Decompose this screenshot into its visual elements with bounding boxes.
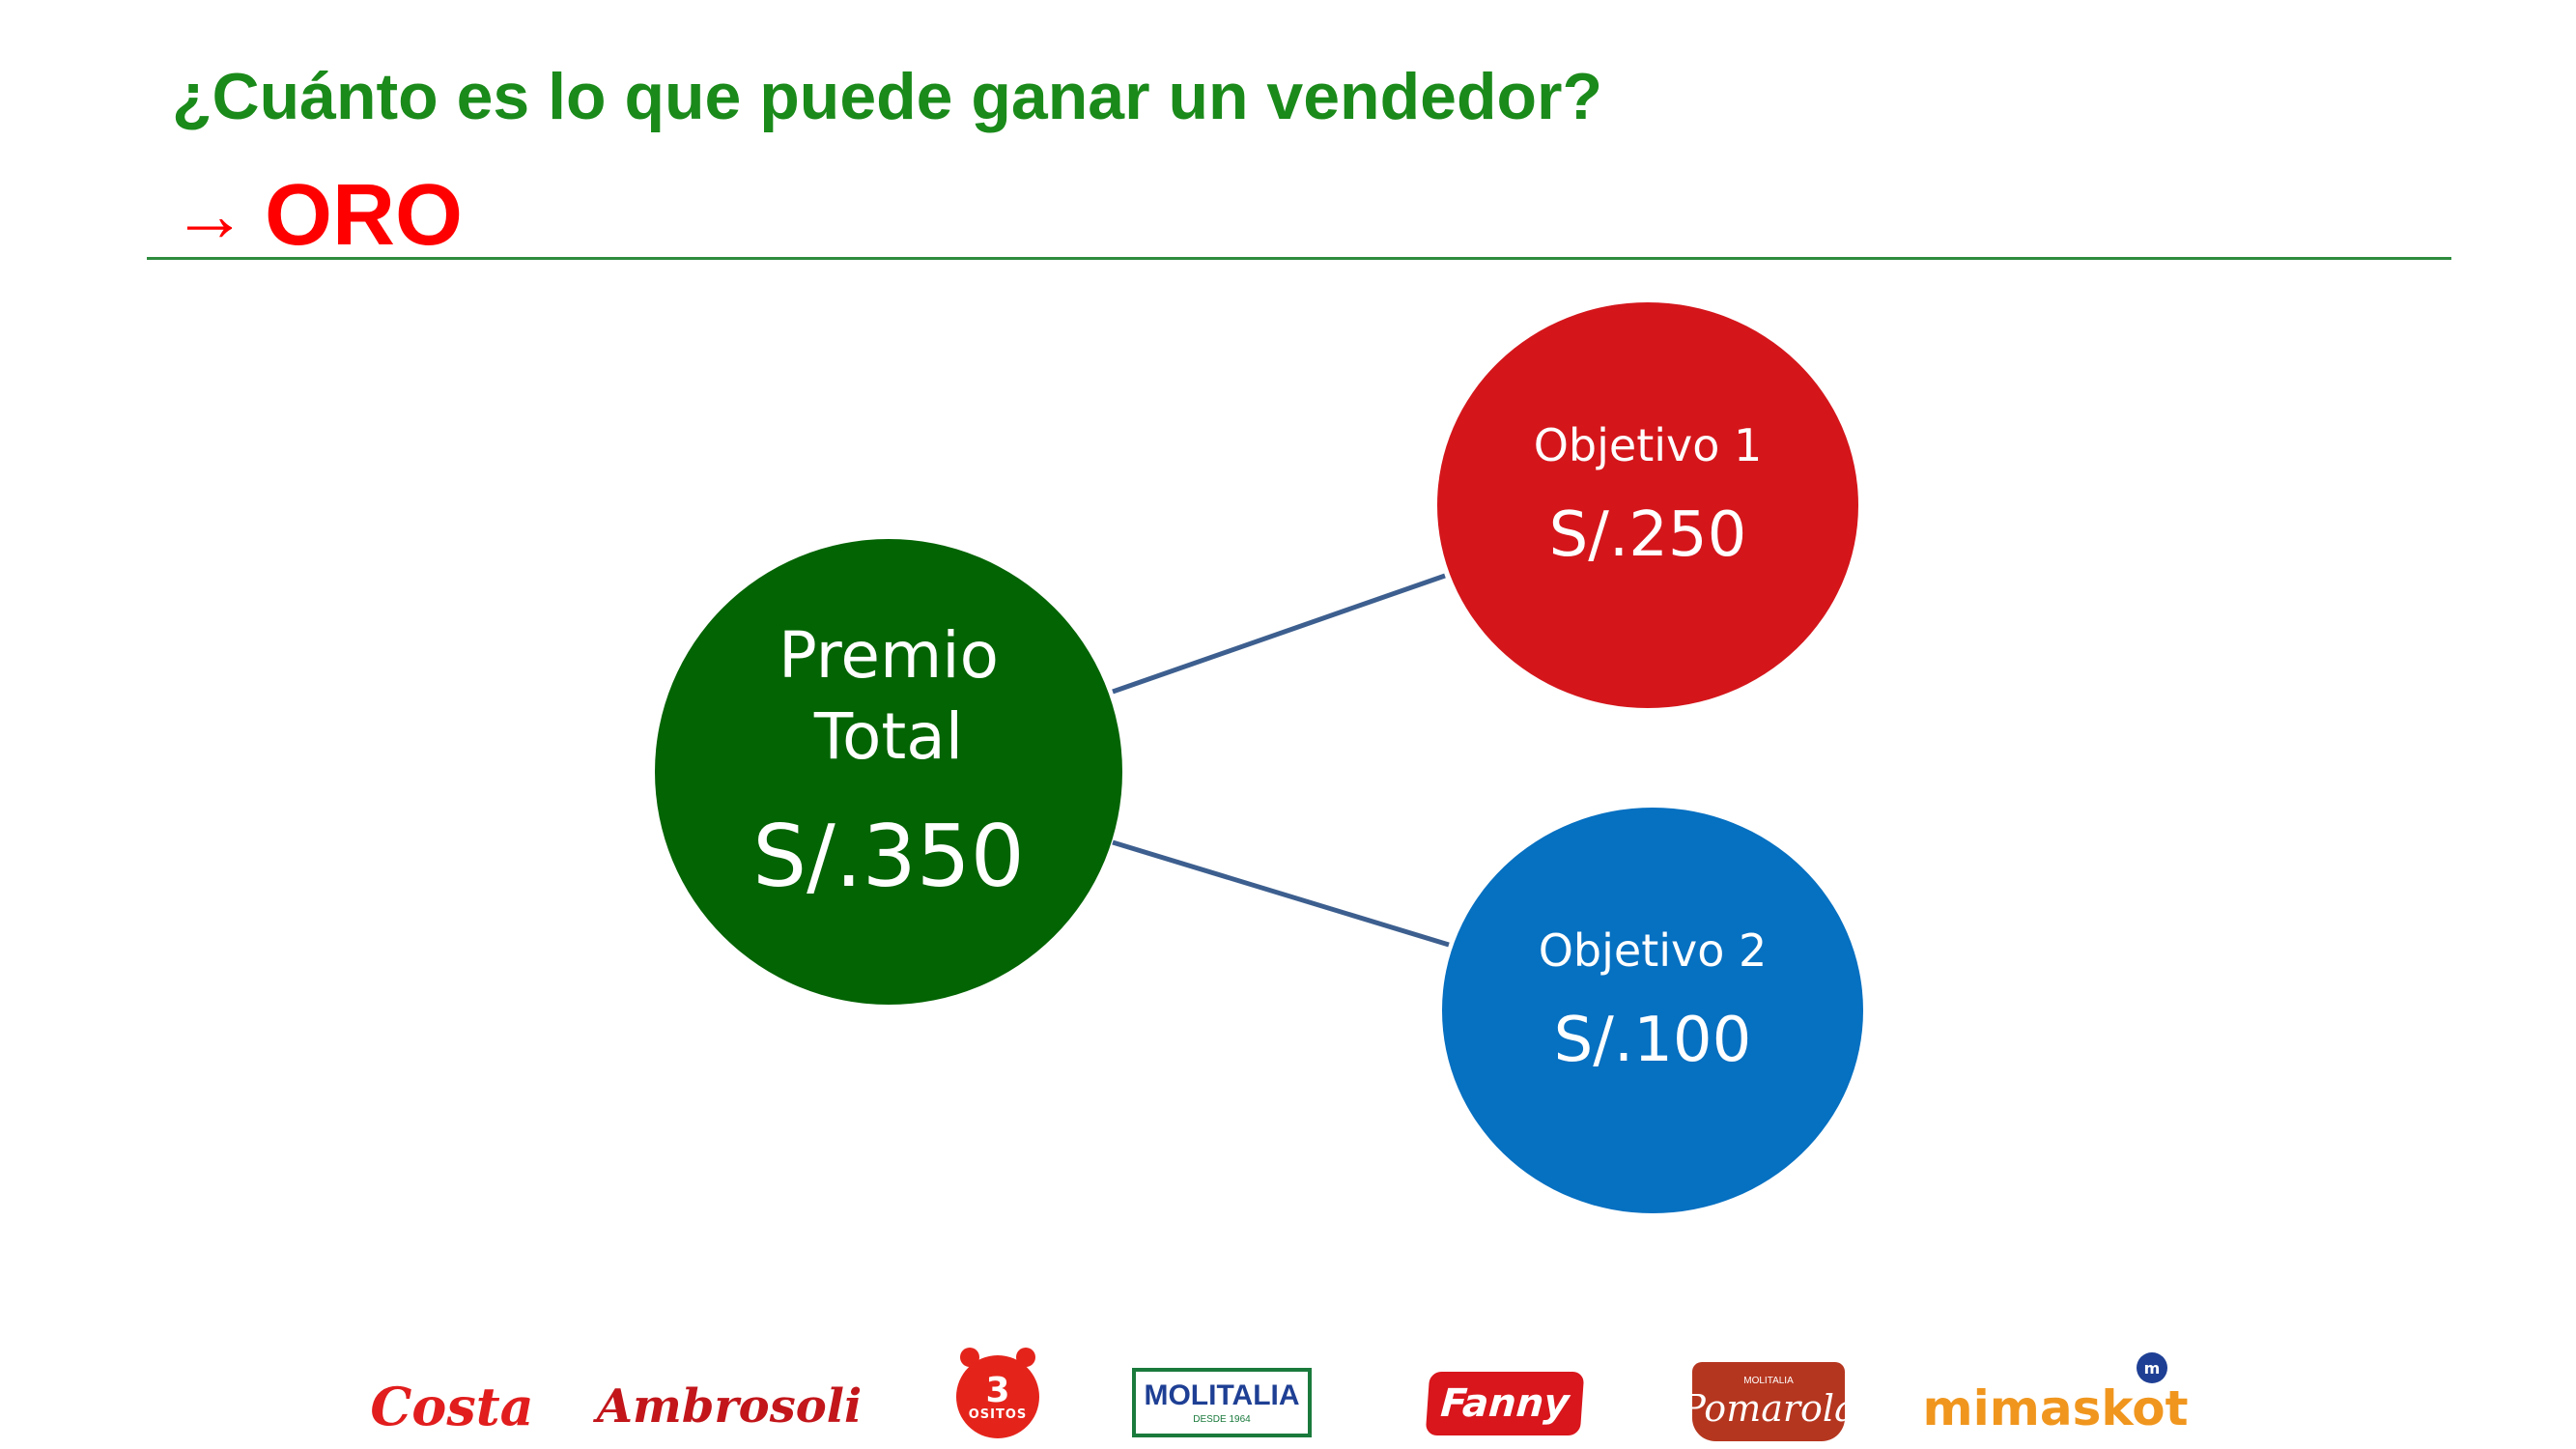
node-objetivo-2-label: Objetivo 2 bbox=[1538, 924, 1768, 977]
pomarola-name: Pomarola bbox=[1681, 1387, 1856, 1430]
molitalia-logo: MOLITALIA DESDE 1964 bbox=[1132, 1368, 1312, 1437]
title-divider bbox=[147, 257, 2451, 260]
node-objetivo-2-value: S/.100 bbox=[1553, 1005, 1752, 1076]
node-objetivo-1-label: Objetivo 1 bbox=[1533, 419, 1763, 471]
ambrosoli-logo: Ambrosoli bbox=[596, 1379, 863, 1434]
node-premio-total: Premio Total S/.350 bbox=[655, 539, 1122, 1005]
node-objetivo-1-value: S/.250 bbox=[1548, 499, 1747, 571]
mimaskot-badge-icon: m bbox=[2137, 1352, 2167, 1383]
node-premio-total-value: S/.350 bbox=[752, 807, 1025, 906]
3-ositos-number: 3 bbox=[985, 1370, 1010, 1410]
brand-logos: Costa Ambrosoli 3 OSITOS MOLITALIA DESDE… bbox=[0, 1343, 2576, 1449]
pomarola-logo: MOLITALIA Pomarola bbox=[1681, 1362, 1856, 1441]
fanny-logo: Fanny bbox=[1425, 1372, 1585, 1435]
molitalia-since: DESDE 1964 bbox=[1193, 1413, 1251, 1425]
node-objetivo-2: Objetivo 2 S/.100 bbox=[1442, 808, 1863, 1213]
page-title: ¿Cuánto es lo que puede ganar un vendedo… bbox=[172, 60, 1603, 133]
mimaskot-logo: mimaskot m bbox=[1923, 1352, 2189, 1439]
node-premio-total-label: Premio Total bbox=[778, 618, 999, 774]
connector-main-to-goal-1 bbox=[1112, 573, 1446, 695]
arrow-right-icon: → bbox=[172, 172, 247, 257]
subtitle-text: ORO bbox=[265, 167, 464, 264]
3-ositos-word: OSITOS bbox=[968, 1406, 1028, 1422]
page-subtitle: → ORO bbox=[172, 172, 463, 259]
costa-logo: Costa bbox=[370, 1376, 534, 1437]
3-ositos-logo: 3 OSITOS bbox=[954, 1347, 1041, 1439]
node-objetivo-1: Objetivo 1 S/.250 bbox=[1437, 302, 1858, 708]
mimaskot-name: mimaskot bbox=[1922, 1380, 2189, 1436]
molitalia-name: MOLITALIA bbox=[1144, 1378, 1300, 1411]
connector-main-to-goal-2 bbox=[1112, 839, 1450, 948]
pomarola-maker: MOLITALIA bbox=[1743, 1376, 1794, 1386]
